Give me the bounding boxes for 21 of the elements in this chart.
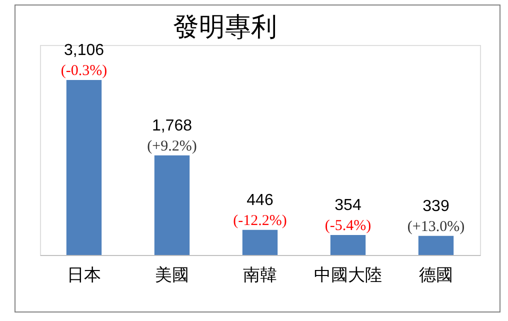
data-label: 446 [246, 192, 274, 209]
bar [154, 155, 190, 255]
x-tick-label: 中國大陸 [314, 266, 382, 286]
chart-title: 發明專利 [173, 12, 277, 42]
x-tick-label: 美國 [155, 266, 189, 286]
bar [418, 236, 454, 255]
bar [330, 235, 366, 255]
annotation: (-12.2%) [233, 212, 287, 229]
annotation: (-5.4%) [324, 218, 372, 234]
bar [66, 80, 102, 255]
data-label: 339 [422, 198, 450, 215]
annotation: (+13.0%) [407, 218, 465, 235]
x-tick-label: 南韓 [243, 266, 277, 286]
annotation: (-0.3%) [60, 63, 108, 79]
bar [242, 230, 278, 255]
data-label: 354 [334, 197, 362, 214]
annotation: (+9.2%) [147, 138, 197, 154]
x-tick-label: 德國 [419, 266, 453, 286]
data-label: 3,106 [64, 42, 104, 59]
data-label: 1,768 [152, 117, 192, 134]
x-tick-label: 日本 [67, 266, 101, 286]
